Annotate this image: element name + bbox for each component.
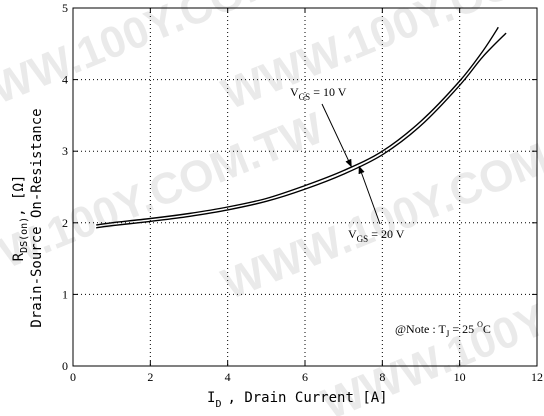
x-tick-label: 2 (147, 370, 153, 384)
x-tick-label: 8 (379, 370, 385, 384)
y-axis-label-secondary: Drain-Source On-Resistance (29, 108, 45, 327)
grid (73, 8, 537, 366)
y-tick-label: 5 (62, 1, 68, 15)
annotation-vgs-10v: VGS = 10 V (290, 85, 347, 102)
curve-vgs-10v (96, 26, 499, 226)
annotation-vgs-20v: VGS = 20 V (348, 227, 405, 244)
curves (96, 26, 507, 229)
x-tick-label: 4 (225, 370, 231, 384)
y-axis-label: RDS(on), [Ω] (11, 175, 30, 262)
y-tick-label: 1 (62, 287, 68, 301)
annotation-vgs-20v-arrow (358, 165, 381, 225)
x-tick-label: 0 (70, 370, 76, 384)
watermark-text: WWW.100Y.COM.TW (215, 0, 544, 119)
annotation-vgs-10v-arrow (321, 103, 352, 168)
x-tick-label: 6 (302, 370, 308, 384)
x-tick-label: 12 (531, 370, 543, 384)
x-axis-label: ID, Drain Current [A] (207, 390, 388, 410)
y-tick-label: 4 (62, 73, 68, 87)
y-tick-label: 2 (62, 216, 68, 230)
y-tick-label: 3 (62, 144, 68, 158)
annotations: VGS = 10 V VGS = 20 V (290, 85, 405, 244)
y-tick-label: 0 (62, 359, 68, 373)
note-text: @Note : TJ = 25 OC (395, 320, 491, 339)
x-tick-label: 10 (454, 370, 466, 384)
curve-vgs-20v (96, 32, 507, 229)
